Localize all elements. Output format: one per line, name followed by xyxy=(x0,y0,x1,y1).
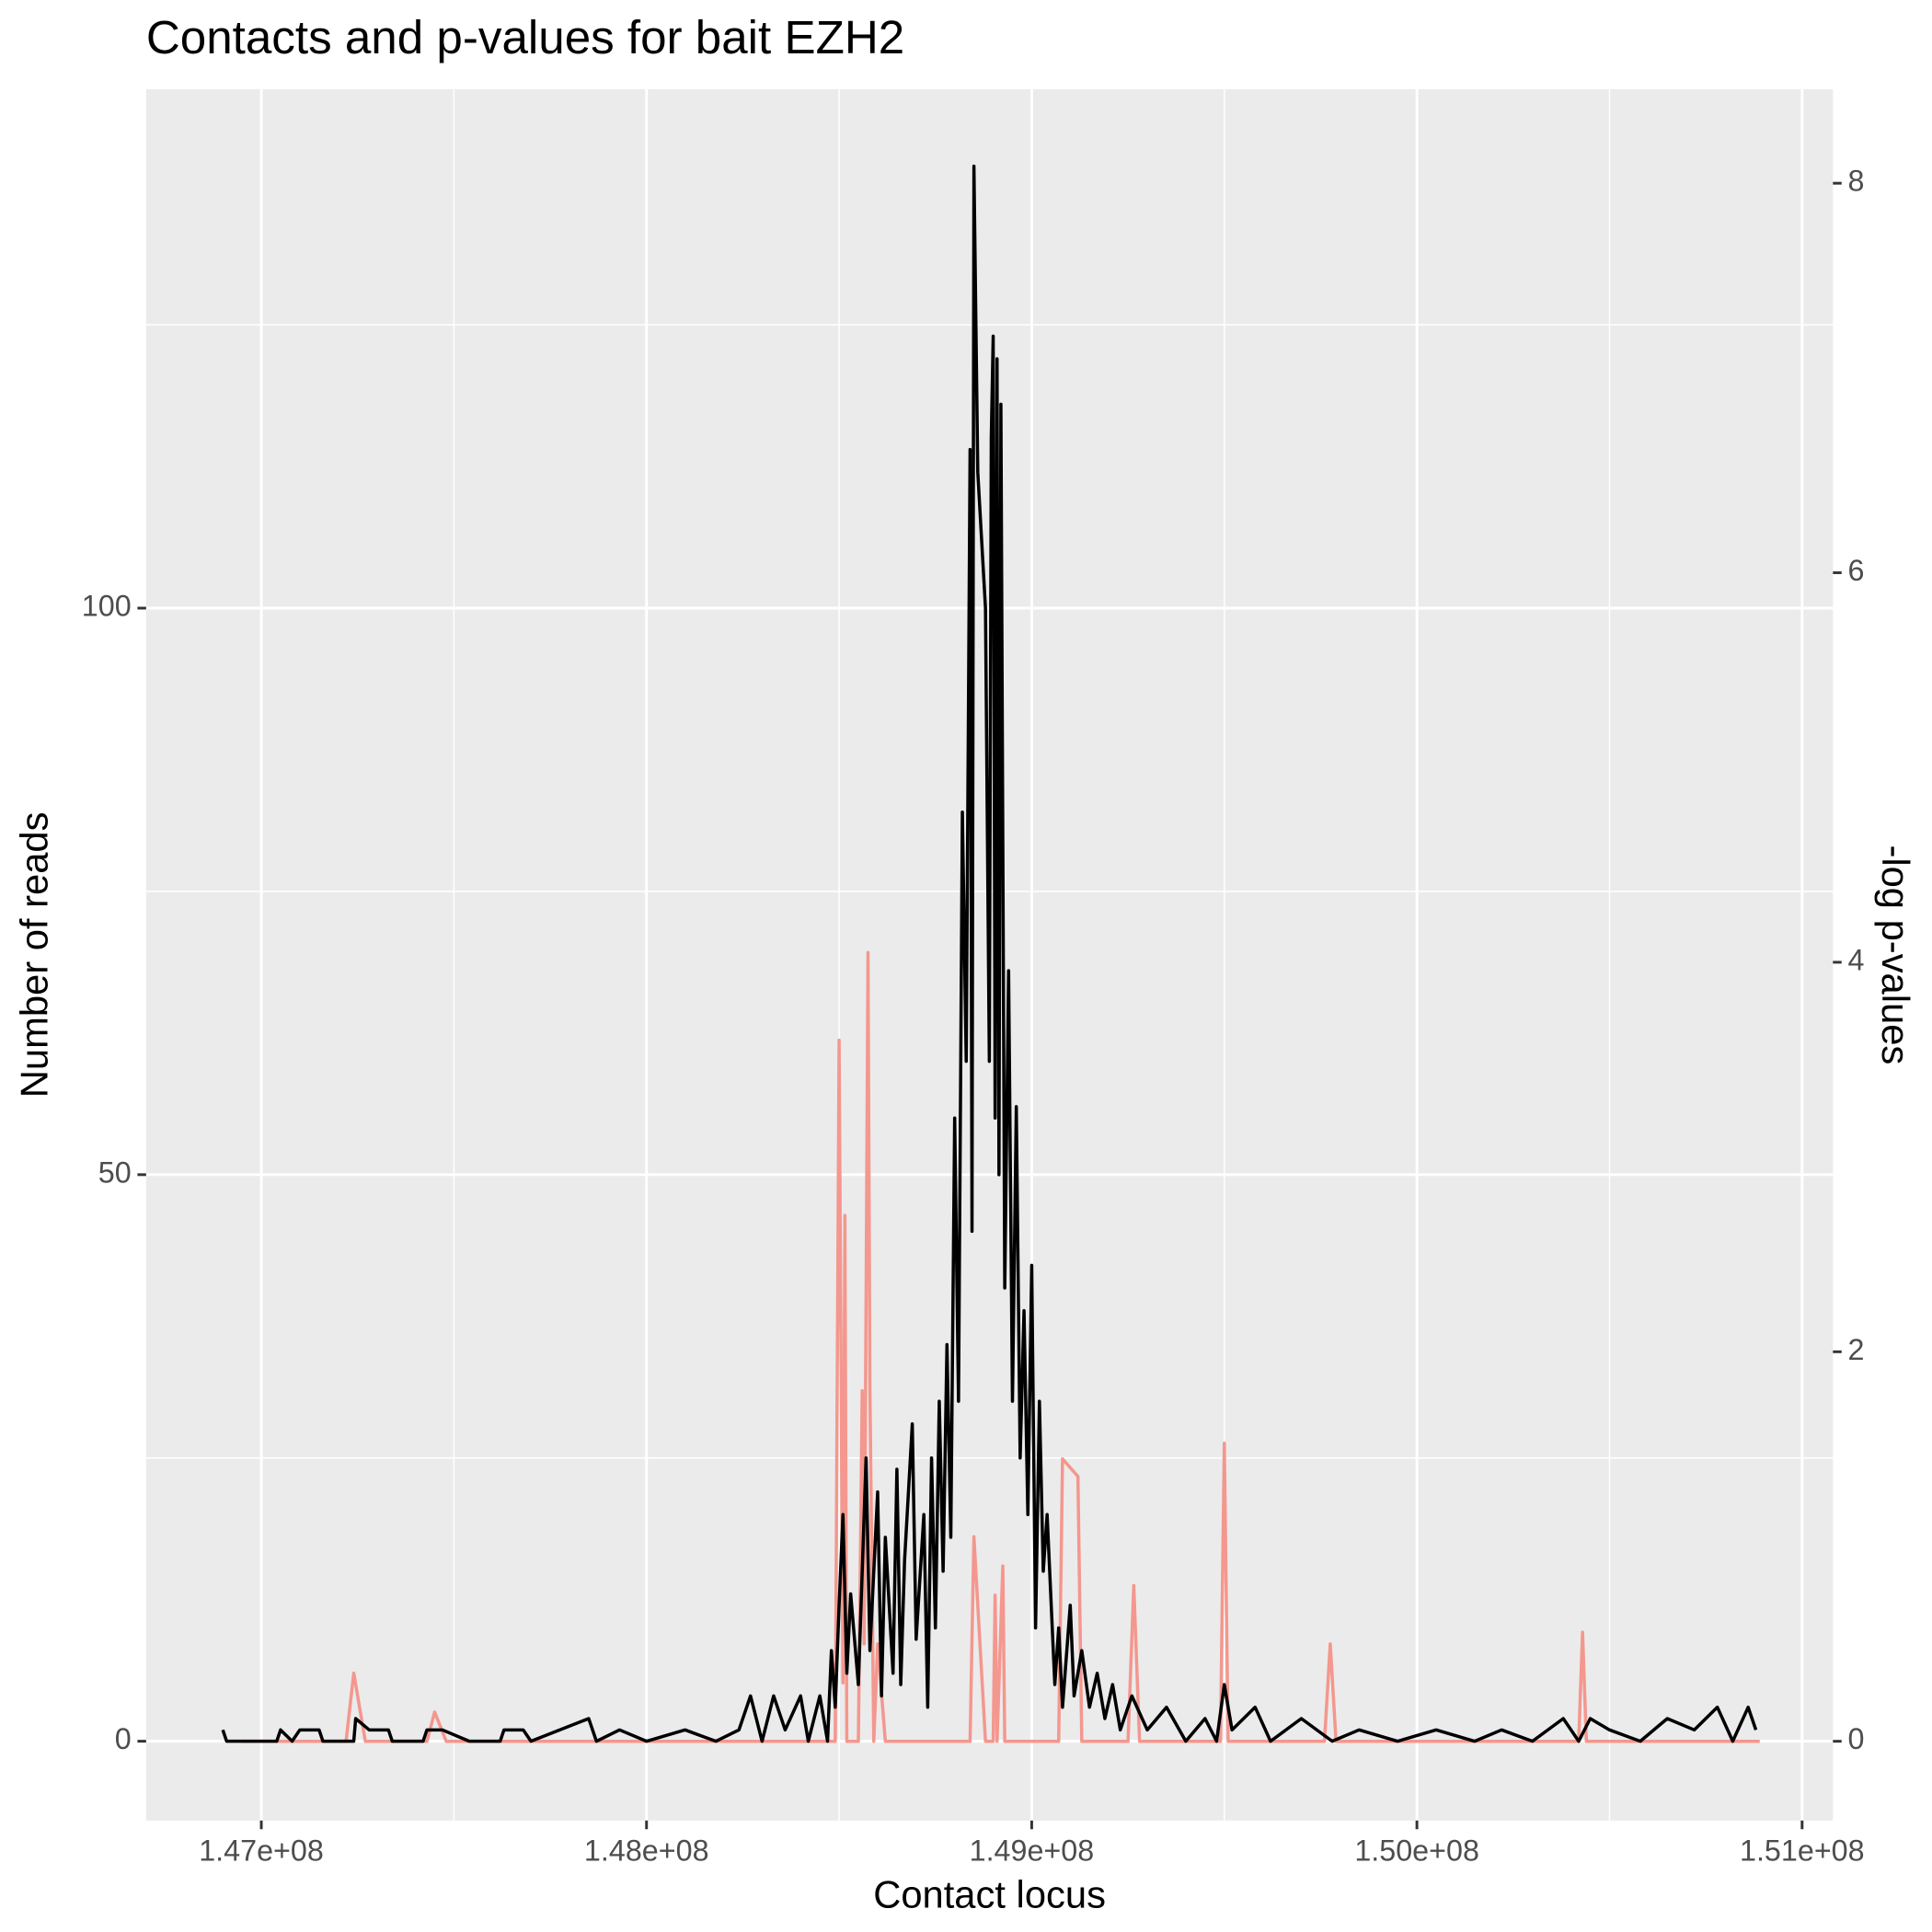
x-tick-label: 1.48e+08 xyxy=(584,1834,709,1867)
y2-tick-label: 0 xyxy=(1847,1722,1864,1755)
y2-tick-label: 4 xyxy=(1847,943,1864,976)
x-tick-label: 1.51e+08 xyxy=(1740,1834,1865,1867)
y2-tick-label: 8 xyxy=(1847,165,1864,198)
y2-tick-label: 2 xyxy=(1847,1333,1864,1366)
x-axis-label: Contact locus xyxy=(873,1872,1106,1915)
y-tick-label: 50 xyxy=(98,1156,132,1189)
y-tick-label: 100 xyxy=(82,590,132,623)
y-axis-label: Number of reads xyxy=(12,812,55,1098)
x-tick-label: 1.50e+08 xyxy=(1354,1834,1479,1867)
y2-tick-label: 6 xyxy=(1847,554,1864,587)
series-line xyxy=(221,164,1758,1743)
y-tick-label: 0 xyxy=(115,1722,132,1755)
x-tick-label: 1.49e+08 xyxy=(970,1834,1095,1867)
chart-title: Contacts and p-values for bait EZH2 xyxy=(146,11,904,63)
series-line xyxy=(242,950,1760,1743)
y2-axis-label: -log p-values xyxy=(1874,845,1917,1064)
x-tick-label: 1.47e+08 xyxy=(199,1834,324,1867)
